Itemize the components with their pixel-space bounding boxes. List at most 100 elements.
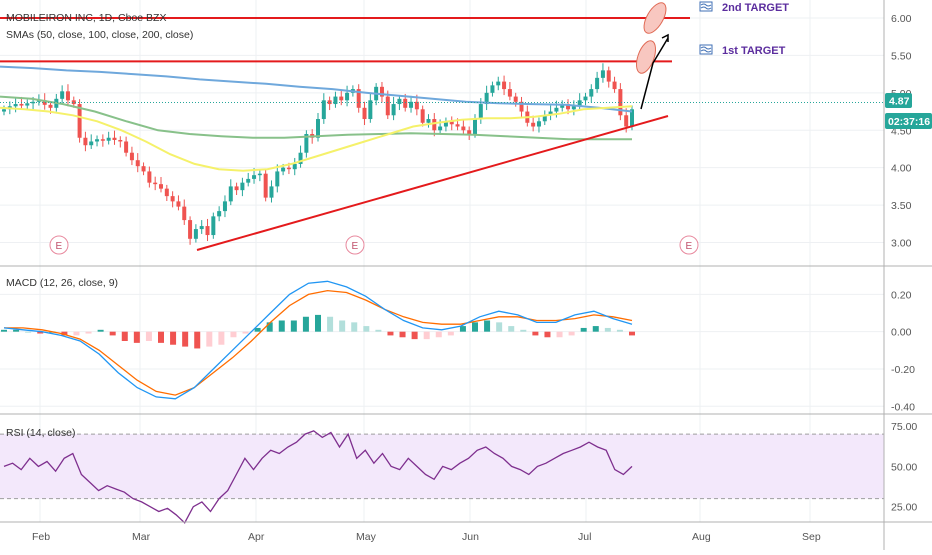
candle-body	[147, 171, 152, 183]
flag-body	[699, 44, 713, 55]
sma200-line	[0, 65, 633, 113]
candle-body	[368, 100, 373, 120]
macd-histogram-bar	[604, 327, 611, 332]
candle-body	[170, 196, 175, 202]
countdown-value: 02:37:16	[888, 116, 930, 128]
macd-histogram-bar	[399, 331, 406, 338]
candle-body	[513, 96, 518, 102]
candle-body	[630, 109, 634, 127]
macd-histogram-bar	[556, 331, 563, 338]
candle-body	[345, 92, 350, 101]
rsi-pane[interactable]	[3, 430, 633, 524]
macd-histogram-bar	[230, 331, 237, 338]
countdown-badge: 02:37:16	[885, 113, 932, 129]
macd-pane[interactable]	[1, 280, 635, 400]
macd-line	[3, 280, 633, 400]
candle-body	[292, 163, 297, 170]
macd-histogram-bar	[508, 326, 515, 332]
macd-histogram-bar	[423, 331, 430, 340]
candle-body	[164, 188, 169, 197]
last-price-badge: 4.87	[885, 93, 912, 108]
candle-body	[240, 182, 245, 191]
target-2nd-label: 2nd TARGET	[722, 2, 789, 14]
candle-body	[618, 89, 623, 116]
candle-body	[124, 141, 129, 153]
x-tick-label: Feb	[32, 531, 50, 543]
price-tick-label: 3.50	[891, 200, 912, 212]
x-tick-label: Jul	[578, 531, 591, 543]
rsi-line	[3, 430, 633, 524]
candle-body	[275, 171, 280, 187]
candle-body	[589, 89, 594, 97]
candle-body	[36, 100, 41, 102]
earnings-marker[interactable]: E	[345, 235, 365, 255]
macd-histogram-bar	[447, 331, 454, 336]
candle-body	[397, 98, 402, 105]
price-tick-label: 4.00	[891, 163, 912, 175]
macd-histogram-bar	[290, 320, 297, 332]
macd-histogram-bar	[616, 329, 623, 332]
candle-body	[362, 107, 367, 120]
earnings-marker[interactable]: E	[49, 235, 69, 255]
macd-histogram-bar	[532, 331, 539, 336]
macd-histogram-bar	[315, 314, 321, 332]
x-tick-label: Aug	[692, 531, 711, 543]
macd-histogram-bar	[218, 331, 225, 345]
macd-histogram-bar	[375, 329, 382, 332]
candle-body	[269, 186, 274, 198]
target-2nd[interactable]: 2nd TARGET	[722, 2, 789, 14]
candle-body	[391, 104, 396, 116]
macd-histogram-bar	[145, 331, 152, 341]
candle-body	[426, 119, 431, 123]
candle-body	[554, 107, 559, 112]
candle-body	[432, 119, 437, 131]
candle-body	[600, 70, 605, 78]
earnings-marker[interactable]: E	[679, 235, 699, 255]
sma-legend: SMAs (50, close, 100, close, 200, close)	[6, 29, 193, 41]
candle-body	[60, 91, 65, 99]
candle-body	[42, 100, 47, 105]
candle-body	[83, 137, 88, 146]
candle-body	[612, 81, 617, 90]
macd-histogram-bar	[158, 331, 164, 343]
candle-body	[263, 173, 268, 198]
macd-histogram-bar	[242, 331, 249, 334]
price-pane[interactable]	[0, 0, 884, 251]
candle-body	[71, 100, 76, 105]
candle-body	[519, 101, 524, 112]
candle-body	[211, 216, 216, 236]
macd-histogram-bar	[629, 331, 635, 336]
candle-body	[281, 167, 286, 172]
candle-body	[19, 104, 24, 106]
sma100-line	[0, 95, 632, 141]
candle-body	[496, 81, 501, 86]
macd-histogram-bar	[133, 331, 140, 343]
macd-histogram-bar	[109, 331, 116, 336]
price-tick-label: 5.50	[891, 50, 912, 62]
candle-body	[217, 211, 222, 217]
target-1st[interactable]: 1st TARGET	[722, 45, 786, 57]
macd-histogram-bar	[580, 327, 587, 332]
flag-body	[699, 1, 713, 12]
macd-histogram-bar	[363, 326, 370, 332]
candle-body	[455, 124, 460, 127]
last-price-value: 4.87	[889, 96, 910, 108]
target-1st-label: 1st TARGET	[722, 45, 786, 57]
candle-body	[257, 173, 262, 176]
candle-body	[2, 109, 6, 112]
candle-body	[467, 130, 472, 134]
macd-histogram-bar	[568, 331, 575, 336]
candle-body	[420, 109, 425, 123]
macd-histogram-bar	[544, 331, 551, 338]
macd-histogram-bar	[182, 331, 189, 347]
candle-body	[502, 81, 507, 90]
macd-histogram-bar	[302, 316, 309, 332]
candle-body	[25, 103, 30, 106]
x-tick-label: May	[356, 531, 377, 543]
macd-legend: MACD (12, 26, close, 9)	[6, 277, 118, 289]
candle-body	[112, 137, 117, 140]
rsi-legend: RSI (14, close)	[6, 427, 75, 439]
candle-body	[595, 77, 600, 90]
macd-histogram-bar	[435, 331, 442, 338]
target-arrow	[640, 37, 669, 110]
